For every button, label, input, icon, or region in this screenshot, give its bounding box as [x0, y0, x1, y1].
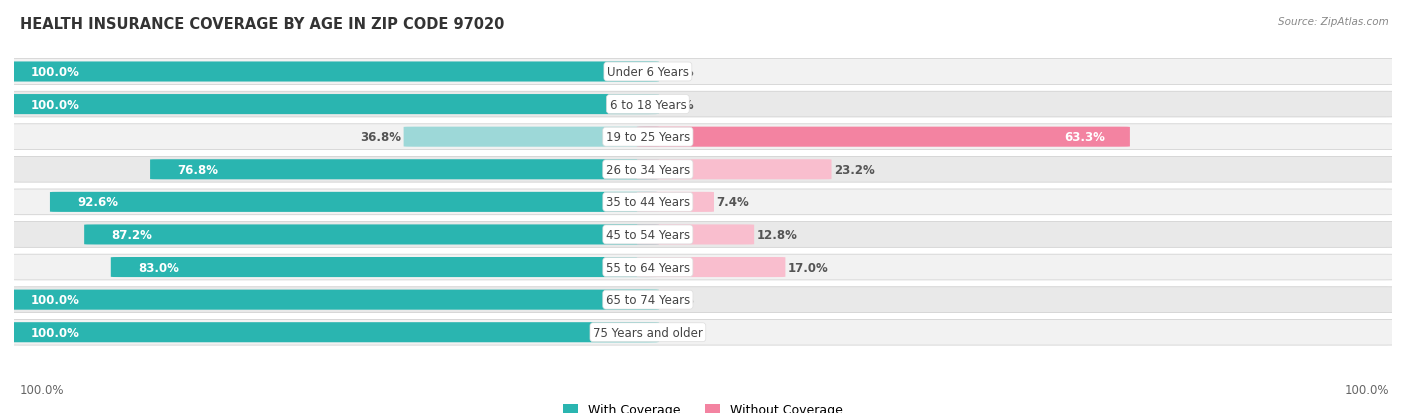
Text: 83.0%: 83.0% — [138, 261, 179, 274]
Text: 100.0%: 100.0% — [31, 66, 80, 79]
Text: 7.4%: 7.4% — [717, 196, 749, 209]
Text: 100.0%: 100.0% — [31, 326, 80, 339]
FancyBboxPatch shape — [150, 160, 659, 180]
Text: 35 to 44 Years: 35 to 44 Years — [606, 196, 690, 209]
Text: 100.0%: 100.0% — [31, 293, 80, 306]
FancyBboxPatch shape — [0, 157, 1406, 183]
FancyBboxPatch shape — [637, 192, 714, 212]
Text: 12.8%: 12.8% — [756, 228, 797, 241]
Text: 6 to 18 Years: 6 to 18 Years — [610, 98, 686, 112]
Text: Under 6 Years: Under 6 Years — [607, 66, 689, 79]
Text: 65 to 74 Years: 65 to 74 Years — [606, 293, 690, 306]
Text: 55 to 64 Years: 55 to 64 Years — [606, 261, 690, 274]
FancyBboxPatch shape — [84, 225, 659, 245]
FancyBboxPatch shape — [0, 320, 1406, 345]
Text: 75 Years and older: 75 Years and older — [593, 326, 703, 339]
Text: 0.0%: 0.0% — [662, 326, 695, 339]
Legend: With Coverage, Without Coverage: With Coverage, Without Coverage — [562, 403, 844, 413]
Text: 0.0%: 0.0% — [662, 66, 695, 79]
FancyBboxPatch shape — [0, 254, 1406, 280]
FancyBboxPatch shape — [3, 62, 659, 82]
FancyBboxPatch shape — [111, 257, 659, 278]
Text: 87.2%: 87.2% — [111, 228, 153, 241]
FancyBboxPatch shape — [404, 127, 659, 147]
FancyBboxPatch shape — [0, 190, 1406, 215]
FancyBboxPatch shape — [637, 225, 754, 245]
Text: 0.0%: 0.0% — [662, 293, 695, 306]
Text: 26 to 34 Years: 26 to 34 Years — [606, 164, 690, 176]
FancyBboxPatch shape — [0, 124, 1406, 150]
Text: 17.0%: 17.0% — [789, 261, 830, 274]
Text: 45 to 54 Years: 45 to 54 Years — [606, 228, 690, 241]
FancyBboxPatch shape — [637, 160, 831, 180]
Text: 100.0%: 100.0% — [1344, 384, 1389, 396]
FancyBboxPatch shape — [3, 323, 659, 342]
Text: 23.2%: 23.2% — [834, 164, 875, 176]
Text: 100.0%: 100.0% — [20, 384, 65, 396]
FancyBboxPatch shape — [637, 127, 1130, 147]
Text: HEALTH INSURANCE COVERAGE BY AGE IN ZIP CODE 97020: HEALTH INSURANCE COVERAGE BY AGE IN ZIP … — [20, 17, 505, 31]
Text: 100.0%: 100.0% — [31, 98, 80, 112]
FancyBboxPatch shape — [0, 92, 1406, 118]
FancyBboxPatch shape — [3, 95, 659, 115]
FancyBboxPatch shape — [51, 192, 659, 212]
FancyBboxPatch shape — [637, 257, 786, 278]
FancyBboxPatch shape — [0, 287, 1406, 313]
FancyBboxPatch shape — [0, 222, 1406, 248]
Text: 36.8%: 36.8% — [360, 131, 401, 144]
Text: 92.6%: 92.6% — [77, 196, 118, 209]
Text: 76.8%: 76.8% — [177, 164, 219, 176]
Text: Source: ZipAtlas.com: Source: ZipAtlas.com — [1278, 17, 1389, 26]
Text: 0.0%: 0.0% — [662, 98, 695, 112]
FancyBboxPatch shape — [0, 59, 1406, 85]
FancyBboxPatch shape — [3, 290, 659, 310]
Text: 63.3%: 63.3% — [1064, 131, 1105, 144]
Text: 19 to 25 Years: 19 to 25 Years — [606, 131, 690, 144]
